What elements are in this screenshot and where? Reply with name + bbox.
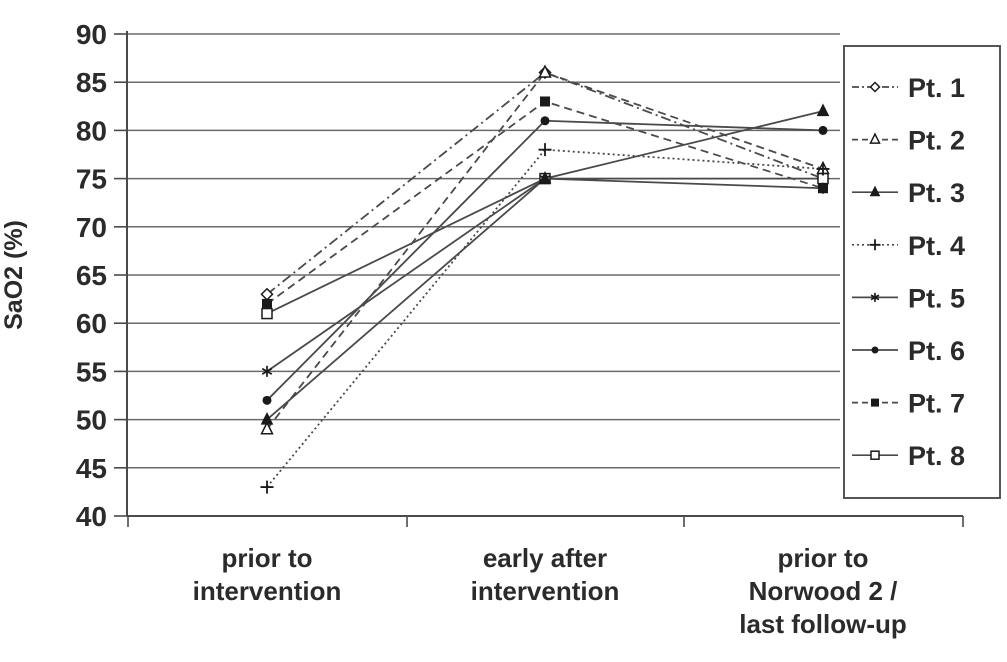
legend-label: Pt. 7 bbox=[908, 389, 965, 419]
legend-item-pt-3: Pt. 3 bbox=[852, 178, 965, 208]
legend-label: Pt. 4 bbox=[908, 231, 965, 261]
filled-square-marker-pt-7-0 bbox=[262, 298, 272, 309]
x-category-label: early after bbox=[483, 543, 607, 573]
open-triangle-marker-pt-2-1 bbox=[538, 64, 552, 78]
open-square-marker-legend-8 bbox=[870, 450, 880, 460]
filled-square-marker-pt-7-1 bbox=[540, 96, 550, 107]
filled-square-marker-pt-7-2 bbox=[818, 183, 828, 194]
asterisk-marker-legend-5 bbox=[870, 292, 880, 302]
axes bbox=[114, 31, 964, 527]
y-tick-label-40: 40 bbox=[76, 501, 107, 532]
series-line-pt-8 bbox=[266, 177, 823, 315]
legend-label: Pt. 3 bbox=[908, 178, 965, 208]
legend-label: Pt. 5 bbox=[908, 283, 965, 313]
open-square-marker-pt-8-0 bbox=[261, 307, 273, 320]
y-tick-label-75: 75 bbox=[76, 164, 107, 195]
y-tick-label-50: 50 bbox=[76, 405, 107, 436]
x-category-label: intervention bbox=[471, 576, 620, 606]
filled-circle-marker-pt-6-1 bbox=[540, 116, 550, 126]
series-markers bbox=[260, 64, 830, 494]
asterisk-marker-pt-5-0 bbox=[261, 365, 273, 377]
legend-item-pt-6: Pt. 6 bbox=[852, 336, 965, 366]
legend-box bbox=[843, 45, 1001, 499]
y-tick-label-45: 45 bbox=[76, 453, 107, 484]
x-category-label: prior to bbox=[778, 543, 869, 573]
x-category-label: Norwood 2 / bbox=[749, 576, 898, 606]
y-tick-label-60: 60 bbox=[76, 308, 107, 339]
y-tick-labels: 90 85 80 75 70 65 60 55 50 45 40 bbox=[76, 19, 107, 532]
legend-item-pt-2: Pt. 2 bbox=[852, 126, 965, 156]
y-tick-label-65: 65 bbox=[76, 260, 107, 291]
plus-marker-pt-4-1 bbox=[538, 143, 552, 157]
legend-item-pt-8: Pt. 8 bbox=[852, 441, 965, 471]
x-category-label: last follow-up bbox=[739, 609, 907, 639]
y-axis-title: SaO2 (%) bbox=[0, 220, 28, 330]
plus-marker-legend-4 bbox=[869, 239, 881, 251]
gridlines bbox=[127, 33, 840, 517]
legend-item-pt-1: Pt. 1 bbox=[852, 73, 965, 103]
y-tick-label-70: 70 bbox=[76, 212, 107, 243]
series-line-pt-2 bbox=[266, 71, 824, 430]
filled-triangle-marker-legend-3 bbox=[869, 185, 881, 197]
legend-item-pt-7: Pt. 7 bbox=[852, 389, 965, 419]
filled-triangle-marker-pt-3-1 bbox=[538, 170, 552, 184]
filled-circle-marker-legend-6 bbox=[871, 346, 879, 354]
x-category-label: prior to bbox=[222, 543, 313, 573]
open-triangle-marker-legend-2 bbox=[869, 132, 881, 144]
legend-label: Pt. 2 bbox=[908, 126, 965, 156]
legend: Pt. 1 Pt. 2 Pt. 3 Pt. 4 Pt. 5 Pt. 6 Pt. 7 Pt. 8 bbox=[843, 45, 1001, 499]
filled-square-marker-legend-7 bbox=[871, 398, 879, 407]
legend-label: Pt. 6 bbox=[908, 336, 965, 366]
filled-triangle-marker-pt-3-0 bbox=[260, 411, 274, 425]
x-category-label: intervention bbox=[193, 576, 342, 606]
y-tick-label-85: 85 bbox=[76, 67, 107, 98]
y-tick-label-90: 90 bbox=[76, 19, 107, 50]
plus-marker-pt-4-0 bbox=[260, 480, 274, 494]
legend-label: Pt. 8 bbox=[908, 441, 965, 471]
legend-label: Pt. 1 bbox=[908, 73, 965, 103]
series-line-pt-3 bbox=[266, 110, 824, 421]
legend-item-pt-5: Pt. 5 bbox=[852, 283, 965, 313]
filled-circle-marker-pt-6-2 bbox=[818, 125, 828, 135]
open-diamond-marker-legend-1 bbox=[869, 81, 881, 93]
y-tick-label-80: 80 bbox=[76, 115, 107, 146]
series-line-pt-4 bbox=[266, 148, 824, 488]
series-lines bbox=[266, 71, 824, 488]
legend-item-pt-4: Pt. 4 bbox=[852, 231, 965, 261]
filled-triangle-marker-pt-3-2 bbox=[816, 103, 830, 117]
filled-circle-marker-pt-6-0 bbox=[262, 395, 272, 405]
y-tick-label-55: 55 bbox=[76, 356, 107, 387]
open-triangle-marker-pt-2-0 bbox=[260, 421, 274, 435]
plus-marker-pt-4-2 bbox=[816, 162, 830, 176]
